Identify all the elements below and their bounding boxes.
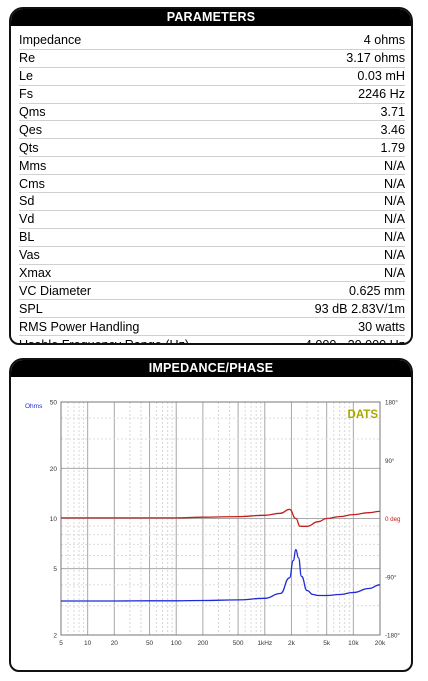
- parameter-value: 3.71: [380, 105, 405, 119]
- x-tick-label: 2k: [288, 640, 296, 647]
- parameter-value: 3.46: [380, 122, 405, 137]
- parameters-title: PARAMETERS: [11, 9, 411, 26]
- phase-curve: [61, 508, 381, 527]
- parameter-label: Xmax: [19, 266, 52, 281]
- parameter-label: BL: [19, 230, 35, 245]
- parameter-row: Cms N/A: [19, 175, 405, 194]
- parameter-label: Cms: [19, 176, 45, 191]
- parameter-value: N/A: [384, 248, 405, 263]
- parameter-row: SPL 93 dB 2.83V/1m: [19, 300, 405, 319]
- x-tick-label: 20: [111, 640, 119, 647]
- x-tick-label: 100: [171, 640, 182, 647]
- parameter-value: 4 ohms: [363, 33, 405, 48]
- x-tick-label: 1kHz: [257, 640, 272, 647]
- parameter-label: Re: [19, 51, 36, 66]
- parameter-row: Fs 2246 Hz: [19, 86, 405, 104]
- parameter-row: Impedance 4 ohms: [19, 32, 405, 50]
- parameters-panel: PARAMETERS Impedance 4 ohms Re 3.17 ohms Le 0…: [9, 7, 413, 345]
- parameter-label: Sd: [19, 194, 35, 209]
- parameter-value: 3.17 ohms: [346, 51, 405, 66]
- parameter-value: N/A: [384, 266, 405, 281]
- parameter-row: Sd N/A: [19, 193, 405, 211]
- parameter-label: Vd: [19, 212, 35, 227]
- parameter-value: 1.79: [380, 140, 405, 155]
- parameter-label: Vas: [19, 248, 40, 263]
- x-tick-label: 10: [84, 640, 92, 647]
- parameter-row: Le 0.03 mH: [19, 68, 405, 86]
- parameter-value: 0.625 mm: [349, 283, 405, 298]
- parameter-row: Vd N/A: [19, 211, 405, 229]
- parameters-table: Impedance 4 ohms Re 3.17 ohms Le 0.03 mH Fs 224…: [11, 26, 411, 345]
- dats-logo: DATS: [348, 409, 379, 421]
- parameter-label: RMS Power Handling: [19, 319, 140, 334]
- parameter-row: Vas N/A: [19, 247, 405, 265]
- parameter-value: N/A: [384, 158, 405, 173]
- parameter-label: Mms: [19, 158, 47, 173]
- parameter-row: Usable Frequency Range (Hz) 4,000 - 20,00…: [19, 336, 405, 345]
- parameter-label: VC Diameter: [19, 283, 92, 298]
- x-tick-label: 20k: [375, 640, 386, 647]
- y-tick-label: 5: [53, 566, 57, 573]
- parameter-value: 93 dB 2.83V/1m: [314, 301, 405, 316]
- x-tick-label: 5: [59, 640, 63, 647]
- impedance-phase-panel: IMPEDANCE/PHASE 5 10 20 50 100 200 500 1kHz 2k 5k…: [9, 358, 413, 672]
- y2-tick-label: 0 deg: [385, 516, 401, 523]
- parameter-value: N/A: [384, 230, 405, 245]
- parameter-row: Xmax N/A: [19, 265, 405, 283]
- x-tick-label: 5k: [323, 640, 331, 647]
- parameter-row: VC Diameter 0.625 mm: [19, 282, 405, 301]
- y-tick-label: 50: [50, 400, 58, 407]
- parameter-value: 4,000 - 20,000 Hz: [304, 337, 405, 345]
- parameter-label: SPL: [19, 301, 43, 316]
- parameter-row: BL N/A: [19, 229, 405, 247]
- x-tick-label: 200: [197, 640, 208, 647]
- impedance-phase-title: IMPEDANCE/PHASE: [11, 360, 411, 377]
- parameter-value: N/A: [384, 212, 405, 227]
- y-tick-label: 10: [50, 516, 58, 523]
- parameter-label: Le: [19, 69, 34, 84]
- parameter-label: Qes: [19, 122, 43, 137]
- parameter-label: Usable Frequency Range (Hz): [19, 337, 190, 345]
- parameter-value: N/A: [384, 194, 405, 209]
- parameter-row: Mms N/A: [19, 157, 405, 176]
- y2-tick-label: 90°: [385, 458, 395, 465]
- y-tick-label: 2: [53, 633, 57, 640]
- parameter-value: 2246 Hz: [358, 87, 405, 102]
- x-tick-label: 10k: [348, 640, 359, 647]
- parameter-label: Qms: [19, 105, 46, 119]
- y2-tick-label: -90°: [385, 574, 397, 581]
- parameter-value: N/A: [384, 176, 405, 191]
- x-tick-label: 500: [233, 640, 244, 647]
- parameter-label: Fs: [19, 87, 33, 102]
- parameter-label: Qts: [19, 140, 39, 155]
- parameter-label: Impedance: [19, 33, 82, 48]
- parameter-row: Qes 3.46: [19, 121, 405, 140]
- parameter-row: Qts 1.79: [19, 139, 405, 158]
- parameter-row: Re 3.17 ohms: [19, 50, 405, 68]
- y-tick-label: 20: [50, 466, 58, 473]
- parameter-value: 0.03 mH: [357, 69, 405, 84]
- impedance-curve: [61, 549, 381, 602]
- ohms-axis-label: Ohms: [25, 403, 43, 410]
- x-tick-label: 50: [146, 640, 154, 647]
- y2-tick-label: 180°: [385, 400, 398, 407]
- parameter-row: RMS Power Handling 30 watts: [19, 318, 405, 337]
- parameter-row: Qms 3.71: [19, 104, 405, 122]
- y2-tick-label: -180°: [385, 633, 400, 640]
- parameter-value: 30 watts: [358, 319, 405, 334]
